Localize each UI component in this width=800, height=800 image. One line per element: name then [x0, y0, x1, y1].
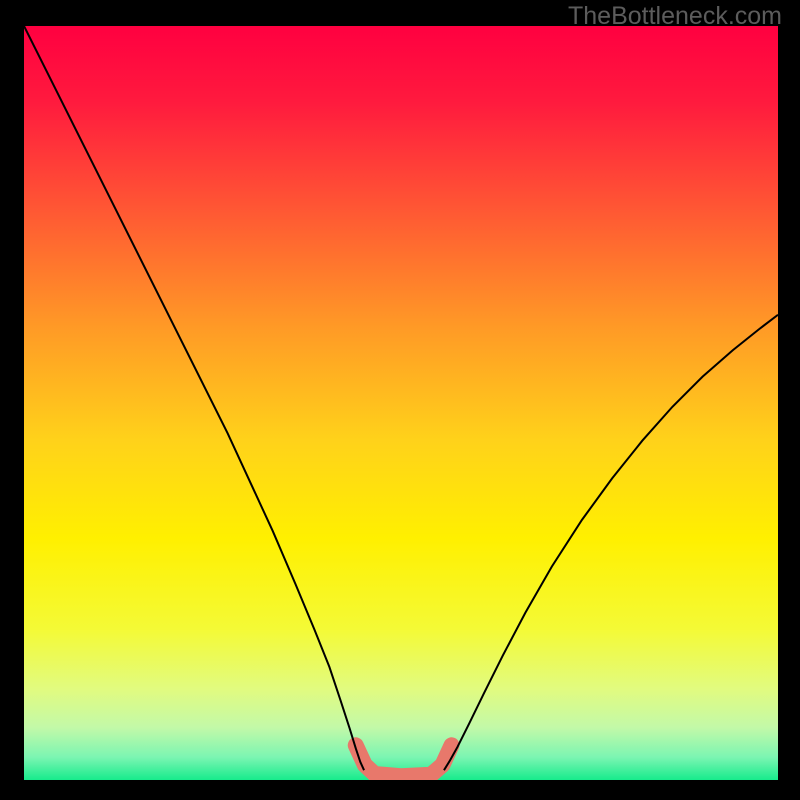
chart-canvas: TheBottleneck.com [0, 0, 800, 800]
right-curve [444, 315, 778, 770]
curve-layer [24, 26, 778, 780]
left-curve [24, 26, 364, 770]
plot-area [24, 26, 778, 780]
watermark-text: TheBottleneck.com [568, 2, 782, 31]
valley-highlight-curve [356, 745, 452, 776]
